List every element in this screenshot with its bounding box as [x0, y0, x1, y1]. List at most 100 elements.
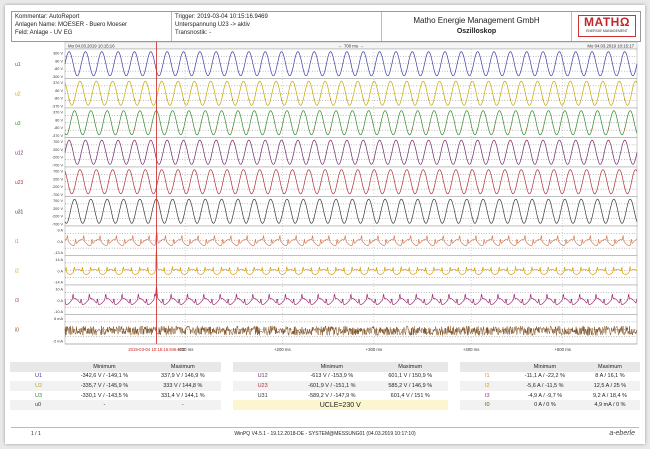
sample-dot	[84, 216, 86, 218]
max-value: 601,1 V / 150,9 %	[388, 373, 433, 380]
sample-dot	[624, 98, 626, 100]
waveform-u3	[64, 110, 638, 136]
col-min-1: Minimum	[63, 362, 146, 372]
sample-dot	[297, 187, 299, 189]
time-tick: +100 ms	[177, 347, 194, 352]
channel-name: i3	[15, 298, 19, 304]
sample-dot	[68, 216, 70, 218]
sample-dot	[166, 98, 168, 100]
sample-dot	[281, 98, 282, 100]
sample-dot	[428, 128, 430, 130]
col-min-2: Minimum	[291, 362, 373, 372]
waveform-u2	[64, 80, 638, 106]
max-value: 601,4 V / 151 %	[390, 392, 430, 399]
sample-dot	[493, 51, 495, 53]
start-time: Mo 04.03.2019 10:15:16	[68, 43, 115, 48]
sample-dot	[297, 51, 299, 53]
sample-dot	[248, 187, 250, 189]
sample-dot	[575, 187, 577, 189]
logo-text: MATHΩ	[584, 15, 630, 29]
sample-dot	[460, 216, 462, 218]
waveform-i2	[64, 251, 638, 275]
sample-dot	[558, 98, 560, 100]
axis-label: 80 V	[55, 118, 63, 122]
sample-dot	[313, 51, 315, 53]
sample-dot	[297, 98, 299, 100]
sample-dot	[313, 98, 315, 100]
sample-dot	[101, 51, 103, 53]
sample-dot	[607, 98, 609, 100]
waveform-u12	[64, 139, 638, 165]
sample-dot	[150, 139, 152, 141]
waveform-i1	[65, 231, 637, 246]
sample-dot	[542, 98, 544, 100]
sample-dot	[379, 139, 381, 141]
sample-dot	[101, 139, 103, 141]
sample-dot	[68, 187, 70, 189]
sample-dot	[591, 128, 593, 130]
span-label: ← 700 ms →	[338, 43, 363, 48]
waveform-u1	[64, 51, 638, 77]
sample-dot	[509, 51, 511, 53]
sample-dot	[313, 187, 315, 189]
sample-dot	[199, 51, 201, 53]
sample-dot	[117, 216, 119, 218]
axis-label: 200 V	[53, 148, 63, 152]
axis-label: 200 V	[53, 207, 63, 211]
sample-dot	[117, 128, 119, 130]
sample-dot	[68, 51, 70, 53]
sample-dot	[183, 216, 184, 218]
channel-name: i0	[15, 327, 19, 333]
axis-label: -700 V	[52, 223, 64, 227]
axis-label: 14 A	[55, 258, 63, 262]
version-info: WinPQ V4.5.1 - 19.12.2018-DE - SYSTEM@ME…	[234, 431, 416, 437]
sample-dot	[183, 139, 184, 141]
sample-dot	[199, 187, 201, 189]
sample-dot	[362, 98, 364, 100]
sample-dot	[526, 139, 528, 141]
aeberle-logo: a-eberle	[609, 430, 635, 437]
sample-dot	[264, 139, 266, 141]
sample-dot	[591, 139, 593, 141]
sample-dot	[411, 98, 413, 100]
sample-dot	[542, 128, 544, 130]
matho-logo: MATHΩ ENERGIE MANAGEMENT	[578, 15, 636, 37]
axis-label: -80 V	[54, 97, 64, 101]
sample-dot	[460, 51, 462, 53]
sample-dot	[575, 128, 577, 130]
channel-name: u23	[15, 180, 24, 186]
sample-dot	[526, 216, 528, 218]
sample-dot	[379, 128, 381, 130]
report-page: Kommentar: AutoReport Anlagen Name: MOES…	[5, 5, 645, 444]
sample-dot	[134, 98, 135, 100]
sample-dot	[444, 187, 446, 189]
time-tick: +300 ms	[366, 347, 383, 352]
axis-label: 200 V	[53, 177, 63, 181]
sample-dot	[68, 98, 70, 100]
sample-dot	[509, 139, 511, 141]
sample-dot	[428, 51, 430, 53]
field-name: Feld: Anlage - UV EG	[15, 30, 73, 36]
channel-name: u12	[15, 150, 24, 156]
stats-row: u0 - - UCLE=230 V I0 0 A / 0 % 4,9 mA / …	[10, 400, 640, 410]
sample-dot	[460, 98, 462, 100]
axis-label: 9 A	[58, 229, 64, 233]
sample-dot	[575, 98, 577, 100]
sample-dot	[379, 51, 381, 53]
channel-name: u31	[15, 209, 24, 215]
sample-dot	[134, 51, 135, 53]
axis-label: 0 A	[58, 269, 64, 273]
company-name: Matho Energie Management GmbH	[413, 16, 540, 25]
sample-dot	[493, 139, 495, 141]
sample-dot	[346, 98, 348, 100]
sample-dot	[215, 98, 217, 100]
sample-dot	[509, 128, 511, 130]
sample-dot	[542, 216, 544, 218]
sample-dot	[117, 187, 119, 189]
sample-dot	[395, 51, 397, 53]
sample-dot	[607, 51, 609, 53]
sample-dot	[591, 51, 593, 53]
sample-dot	[68, 139, 70, 141]
sample-dot	[150, 128, 152, 130]
sample-dot	[346, 128, 348, 130]
